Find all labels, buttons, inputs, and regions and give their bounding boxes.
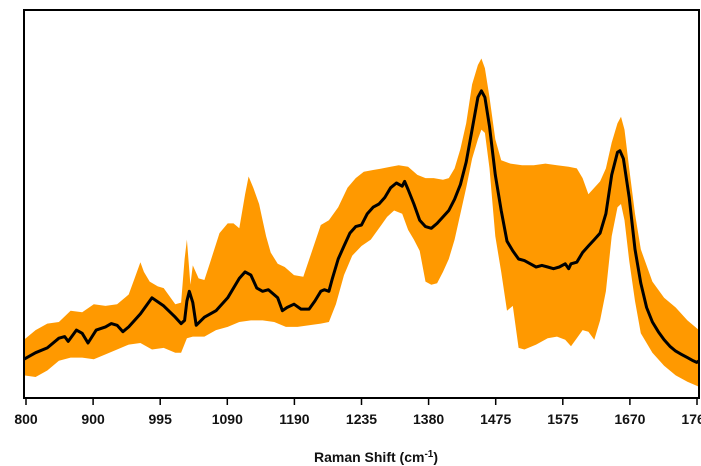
x-axis: 800 900 995 1090 1190 1235 1380 1475 1575 1670 176… xyxy=(14,398,701,427)
x-tick-label: 800 xyxy=(14,411,38,427)
x-axis-label-suffix: ) xyxy=(433,449,438,465)
x-tick-label: 900 xyxy=(81,411,105,427)
x-tick-label: 1090 xyxy=(212,411,243,427)
x-tick-label: 1765 xyxy=(681,411,701,427)
plot-area xyxy=(24,58,699,387)
x-axis-label: Raman Shift (cm-1) xyxy=(314,449,438,465)
x-axis-label-superscript: -1 xyxy=(424,449,433,460)
x-tick-label: 1575 xyxy=(547,411,578,427)
x-tick-label: 995 xyxy=(149,411,173,427)
x-tick-label: 1670 xyxy=(614,411,645,427)
x-axis-label-text: Raman Shift (cm xyxy=(314,449,424,465)
x-tick-label: 1380 xyxy=(413,411,444,427)
x-tick-label: 1475 xyxy=(480,411,511,427)
x-tick-label: 1235 xyxy=(346,411,377,427)
mean-spectrum-line xyxy=(24,89,699,364)
x-tick-label: 1190 xyxy=(279,411,310,427)
